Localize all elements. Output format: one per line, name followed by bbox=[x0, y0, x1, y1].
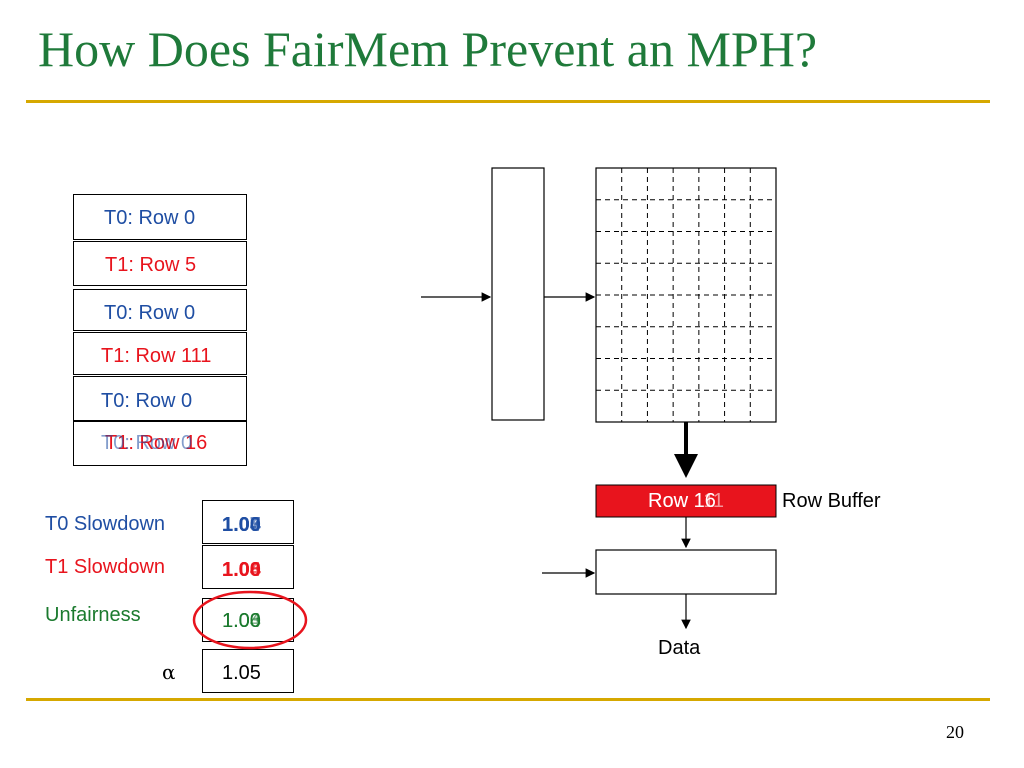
t1-slowdown-value: 1.06 bbox=[222, 559, 261, 581]
dram-cell-array bbox=[595, 167, 777, 423]
queue-entry: T1: Row 16 T0: Row 0 bbox=[73, 421, 247, 466]
queue-entry-text-overlap: T0: Row 0 bbox=[101, 432, 193, 454]
queue-entry-text: T1: Row 5 bbox=[105, 254, 197, 276]
bottom-divider bbox=[26, 698, 990, 701]
queue-entry-text: T1: Row 16 bbox=[105, 432, 208, 454]
queue-entry: T0: Row 0 bbox=[73, 289, 247, 331]
slide-title: How Does FairMem Prevent an MPH? bbox=[38, 21, 818, 77]
t1-slowdown-value: 1.04 bbox=[222, 559, 261, 581]
row-buffer-content: Row 111 bbox=[648, 490, 724, 512]
queue-entry: T0: Row 0 bbox=[73, 194, 247, 240]
queue-entry-text: T0: Row 0 bbox=[104, 302, 196, 324]
t0-slowdown-value: 1.04 bbox=[222, 514, 261, 536]
t0-slowdown-value-box: 1.00 1.04 1.07 1.03 bbox=[202, 500, 294, 544]
queue-entry-text: T0: Row 0 bbox=[101, 390, 193, 412]
t1-slowdown-value: 1.00 bbox=[222, 559, 261, 581]
t0-slowdown-value: 1.00 bbox=[222, 514, 261, 536]
data-label: Data bbox=[658, 637, 701, 659]
row-buffer bbox=[595, 484, 777, 518]
alpha-value: 1.05 bbox=[222, 662, 261, 684]
queue-entry-text: T0: Row 0 bbox=[104, 207, 196, 229]
queue-entry-text: T1: Row 111 bbox=[101, 345, 212, 367]
t0-slowdown-value: 1.03 bbox=[222, 514, 261, 536]
t0-slowdown-label: T0 Slowdown bbox=[45, 513, 166, 535]
queue-entry: T0: Row 0 bbox=[73, 376, 247, 421]
unfairness-label: Unfairness bbox=[45, 604, 141, 626]
unfairness-value: 1.06 bbox=[222, 610, 261, 632]
t1-slowdown-value-box: 1.00 1.04 1.06 1.08 bbox=[202, 545, 294, 589]
t1-slowdown-label: T1 Slowdown bbox=[45, 556, 166, 578]
unfairness-value-box: 1.00 1.04 1.03 1.06 bbox=[202, 598, 294, 642]
alpha-label: α bbox=[162, 660, 176, 684]
row-decoder bbox=[491, 167, 545, 421]
column-mux bbox=[595, 549, 777, 595]
page-number: 20 bbox=[946, 722, 964, 742]
alpha-value-box: 1.05 bbox=[202, 649, 294, 693]
unfairness-value: 1.04 bbox=[222, 610, 261, 632]
t0-slowdown-value: 1.07 bbox=[222, 514, 261, 536]
top-divider bbox=[26, 100, 990, 103]
unfairness-value: 1.03 bbox=[222, 610, 261, 632]
unfairness-value: 1.00 bbox=[222, 610, 261, 632]
unfairness-highlight-circle bbox=[192, 590, 308, 650]
row-buffer-content: Row 16 bbox=[648, 490, 716, 512]
queue-entry: T1: Row 111 bbox=[73, 332, 247, 375]
t1-slowdown-value: 1.08 bbox=[222, 559, 261, 581]
queue-entry: T1: Row 5 bbox=[73, 241, 247, 286]
row-buffer-label: Row Buffer bbox=[782, 490, 881, 512]
